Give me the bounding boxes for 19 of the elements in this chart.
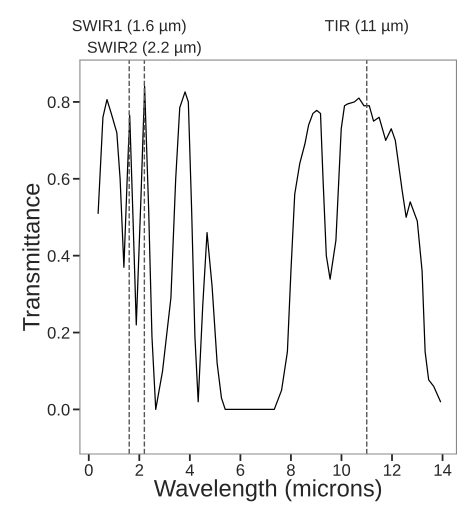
y-tick-label: 0.6 (48, 173, 70, 185)
line-series (97, 86, 442, 410)
x-tick-label: 12 (384, 464, 400, 476)
ref-line-label: SWIR2 (2.2 µm) (88, 41, 201, 56)
y-tick-label: 0.4 (48, 250, 70, 262)
y-axis-title: Transmittance (22, 184, 40, 331)
y-tick-label: 0.0 (48, 404, 70, 416)
x-tick-label: 0 (84, 464, 93, 476)
x-tick-label: 2 (136, 464, 144, 476)
y-tick-label: 0.8 (48, 96, 70, 108)
ref-line-label: SWIR1 (1.6 µm) (72, 20, 186, 34)
x-tick-label: 6 (236, 464, 244, 476)
x-axis-title: Wavelength (microns) (154, 479, 382, 502)
x-tick-label: 4 (186, 464, 194, 476)
y-tick-label: 0.2 (48, 326, 70, 339)
ref-line-label: TIR (11 µm) (324, 20, 408, 34)
x-tick-label: 14 (434, 464, 452, 476)
x-tick-label: 8 (287, 464, 295, 476)
x-tick-label: 10 (333, 464, 350, 476)
